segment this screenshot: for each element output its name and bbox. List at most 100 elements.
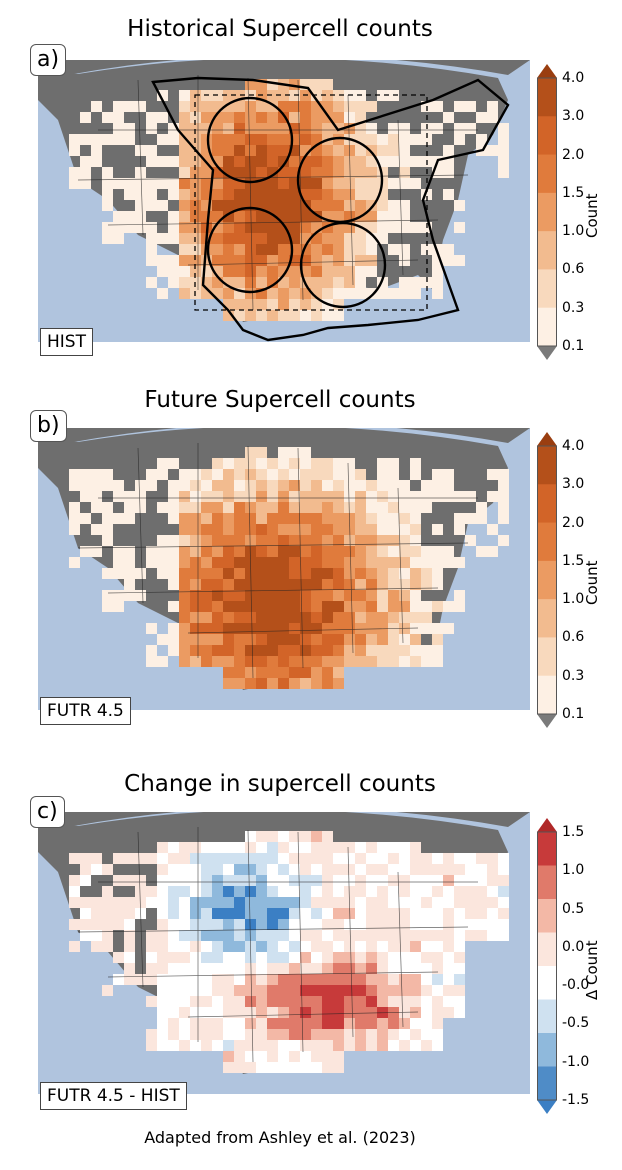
grid-cell	[256, 1029, 267, 1040]
grid-cell	[102, 513, 113, 524]
grid-cell	[223, 123, 234, 134]
grid-cell	[366, 480, 377, 491]
grid-cell	[432, 491, 443, 502]
grid-cell	[124, 875, 135, 886]
grid-cell	[201, 930, 212, 941]
grid-cell	[399, 1018, 410, 1029]
grid-cell	[267, 1051, 278, 1062]
grid-cell	[69, 502, 80, 513]
grid-cell	[267, 491, 278, 502]
grid-cell	[289, 288, 300, 299]
grid-cell	[311, 233, 322, 244]
grid-cell	[223, 112, 234, 123]
grid-cell	[399, 941, 410, 952]
grid-cell	[267, 831, 278, 842]
grid-cell	[256, 1040, 267, 1051]
grid-cell	[212, 908, 223, 919]
grid-cell	[124, 222, 135, 233]
grid-cell	[157, 546, 168, 557]
grid-cell	[234, 853, 245, 864]
grid-cell	[256, 612, 267, 623]
grid-cell	[267, 288, 278, 299]
grid-cell	[201, 864, 212, 875]
grid-cell	[201, 1029, 212, 1040]
grid-cell	[113, 222, 124, 233]
grid-cell	[388, 579, 399, 590]
grid-cell	[267, 864, 278, 875]
grid-cell	[212, 1029, 223, 1040]
grid-cell	[388, 590, 399, 601]
grid-cell	[146, 897, 157, 908]
grid-cell	[69, 480, 80, 491]
grid-cell	[410, 458, 421, 469]
grid-cell	[179, 189, 190, 200]
grid-cell	[322, 897, 333, 908]
grid-cell	[344, 546, 355, 557]
grid-cell	[245, 974, 256, 985]
grid-cell	[223, 277, 234, 288]
grid-cell	[223, 266, 234, 277]
grid-cell	[124, 189, 135, 200]
grid-cell	[300, 645, 311, 656]
grid-cell	[168, 1007, 179, 1018]
grid-cell	[300, 513, 311, 524]
grid-cell	[201, 941, 212, 952]
grid-cell	[377, 941, 388, 952]
grid-cell	[443, 875, 454, 886]
grid-cell	[256, 233, 267, 244]
grid-cell	[212, 853, 223, 864]
grid-cell	[399, 974, 410, 985]
grid-cell	[245, 667, 256, 678]
grid-cell	[168, 645, 179, 656]
grid-cell	[179, 897, 190, 908]
grid-cell	[267, 1029, 278, 1040]
grid-cell	[124, 568, 135, 579]
grid-cell	[300, 222, 311, 233]
grid-cell	[355, 1007, 366, 1018]
grid-cell	[344, 167, 355, 178]
grid-cell	[355, 634, 366, 645]
grid-cell	[201, 974, 212, 985]
grid-cell	[201, 557, 212, 568]
grid-cell	[267, 299, 278, 310]
grid-cell	[322, 200, 333, 211]
grid-cell	[289, 277, 300, 288]
grid-cell	[289, 112, 300, 123]
grid-cell	[245, 963, 256, 974]
grid-cell	[410, 908, 421, 919]
grid-cell	[311, 524, 322, 535]
grid-cell	[344, 864, 355, 875]
grid-cell	[322, 513, 333, 524]
grid-cell	[179, 266, 190, 277]
grid-cell	[113, 546, 124, 557]
grid-cell	[421, 897, 432, 908]
grid-cell	[355, 156, 366, 167]
grid-cell	[399, 123, 410, 134]
panel-a-colorbar-label: Count	[583, 193, 601, 238]
grid-cell	[168, 1018, 179, 1029]
grid-cell	[267, 963, 278, 974]
grid-cell	[333, 678, 344, 689]
grid-cell	[311, 985, 322, 996]
grid-cell	[212, 952, 223, 963]
grid-cell	[322, 864, 333, 875]
grid-cell	[91, 502, 102, 513]
grid-cell	[454, 255, 465, 266]
grid-cell	[498, 491, 509, 502]
grid-cell	[300, 996, 311, 1007]
grid-cell	[234, 667, 245, 678]
grid-cell	[278, 1051, 289, 1062]
grid-cell	[223, 167, 234, 178]
grid-cell	[256, 255, 267, 266]
grid-cell	[322, 266, 333, 277]
grid-cell	[135, 211, 146, 222]
grid-cell	[267, 678, 278, 689]
grid-cell	[432, 557, 443, 568]
grid-cell	[454, 590, 465, 601]
colorbar-tick-label: -1.5	[562, 1092, 590, 1108]
grid-cell	[157, 178, 168, 189]
grid-cell	[454, 919, 465, 930]
grid-cell	[344, 1007, 355, 1018]
grid-cell	[443, 886, 454, 897]
colorbar-tick-label: 1.5	[562, 824, 585, 840]
